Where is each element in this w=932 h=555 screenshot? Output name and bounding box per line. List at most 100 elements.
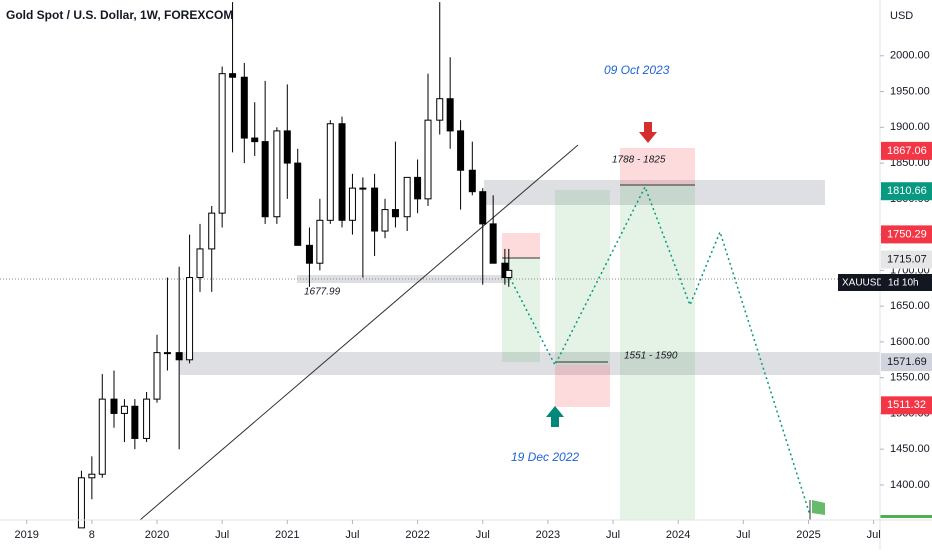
candle-body — [196, 248, 204, 279]
candle-body — [316, 219, 324, 264]
trend-line — [139, 144, 579, 521]
x-tick-label: 2020 — [145, 529, 169, 541]
y-tick-label: 1650.00 — [890, 300, 930, 312]
candle-body — [371, 187, 379, 232]
candle-body — [294, 162, 302, 246]
candle-body — [381, 209, 389, 232]
stop-box — [620, 148, 695, 185]
axes: 1400.001450.001500.001550.001600.001650.… — [14, 50, 932, 541]
y-tick-label: 1600.00 — [890, 336, 930, 348]
candle-body — [143, 398, 151, 439]
x-tick-label: 8 — [89, 529, 95, 541]
price-tag — [881, 353, 932, 372]
candle-body — [424, 119, 432, 200]
target-box — [620, 185, 695, 520]
candle-body — [98, 398, 106, 475]
candle-body — [359, 187, 367, 190]
price-tag — [881, 250, 932, 269]
candle-body — [414, 176, 422, 200]
zone-label: 1551 - 1590 — [624, 351, 678, 362]
candle-body — [338, 123, 346, 221]
symbol-tag: XAUUSD 1d 10h — [838, 274, 932, 291]
x-tick-label: 2024 — [666, 529, 690, 541]
y-tick-label: 1850.00 — [890, 157, 930, 169]
up-arrow — [546, 406, 564, 427]
candle-body — [120, 405, 128, 414]
candle-body — [251, 137, 259, 143]
date-annotation: 19 Dec 2022 — [511, 450, 579, 464]
price-tag — [881, 225, 932, 244]
x-tick-label: 2022 — [405, 529, 429, 541]
price-tag-label: 1750.29 — [887, 228, 927, 240]
x-tick-label: 2021 — [275, 529, 299, 541]
candle-body — [240, 76, 248, 139]
candle-body — [446, 98, 454, 132]
candle-body — [273, 130, 281, 218]
stop-box — [502, 233, 540, 258]
x-tick-label: Jul — [736, 529, 750, 541]
candle-body — [110, 398, 118, 414]
price-tag — [881, 182, 932, 201]
x-tick-label: Jul — [476, 529, 490, 541]
countdown-box — [881, 274, 932, 291]
x-tick-label: 2025 — [796, 529, 820, 541]
zone-label: 1788 - 1825 — [612, 155, 666, 166]
candle-body — [77, 477, 85, 529]
candle-body — [457, 130, 465, 171]
symbol-box — [838, 274, 881, 291]
y-tick-label: 1550.00 — [890, 372, 930, 384]
low-label: 1677.99 — [304, 287, 341, 298]
stop-box — [555, 365, 610, 407]
candle-body — [208, 212, 216, 250]
candles — [77, 2, 513, 529]
candle-body — [186, 277, 194, 361]
candle-body — [131, 405, 139, 439]
date-annotation: 09 Oct 2023 — [604, 63, 670, 77]
chart-title: Gold Spot / U.S. Dollar, 1W, FOREXCOM — [6, 8, 233, 22]
candle-body — [163, 352, 171, 355]
flag-marker — [880, 515, 932, 518]
x-tick-label: Jul — [215, 529, 229, 541]
y-tick-label: 2000.00 — [890, 50, 930, 62]
support-zone — [180, 352, 880, 375]
candle-body — [348, 187, 356, 221]
candle-body — [505, 269, 513, 279]
candle-body — [391, 209, 399, 218]
resistance-zone — [484, 180, 825, 205]
y-tick-label: 1450.00 — [890, 443, 930, 455]
countdown: 1d 10h — [888, 278, 919, 289]
candle-body — [489, 223, 497, 264]
candle-body — [305, 244, 313, 264]
candle-body — [326, 123, 334, 221]
y-tick-label: 1400.00 — [890, 479, 930, 491]
support-zone — [297, 275, 510, 283]
x-tick-label: Jul — [867, 529, 881, 541]
down-arrow — [639, 122, 657, 143]
target-box — [555, 190, 610, 365]
x-tick-label: Jul — [345, 529, 359, 541]
candle-body — [479, 191, 487, 225]
price-tag-label: 1810.66 — [887, 185, 927, 197]
projection-path — [509, 185, 811, 516]
price-tag — [881, 396, 932, 415]
price-tag-label: 1571.69 — [887, 356, 927, 368]
price-tag-label: 1715.07 — [887, 253, 927, 265]
x-tick-label: 2019 — [14, 529, 38, 541]
price-tag — [881, 141, 932, 160]
price-tag-label: 1867.06 — [887, 145, 927, 157]
flag — [812, 500, 825, 515]
candle-body — [88, 473, 96, 479]
x-tick-label: Jul — [606, 529, 620, 541]
symbol: XAUUSD — [842, 278, 884, 289]
candle-body — [436, 98, 444, 121]
candle-body — [229, 73, 237, 78]
y-tick-label: 1900.00 — [890, 121, 930, 133]
candle-body — [283, 130, 291, 164]
currency-label: USD — [890, 10, 913, 22]
price-tag-label: 1511.32 — [887, 399, 926, 411]
y-tick-label: 1950.00 — [890, 85, 930, 97]
candle-body — [218, 73, 226, 214]
candle-body — [468, 169, 476, 193]
candle-body — [175, 352, 183, 361]
